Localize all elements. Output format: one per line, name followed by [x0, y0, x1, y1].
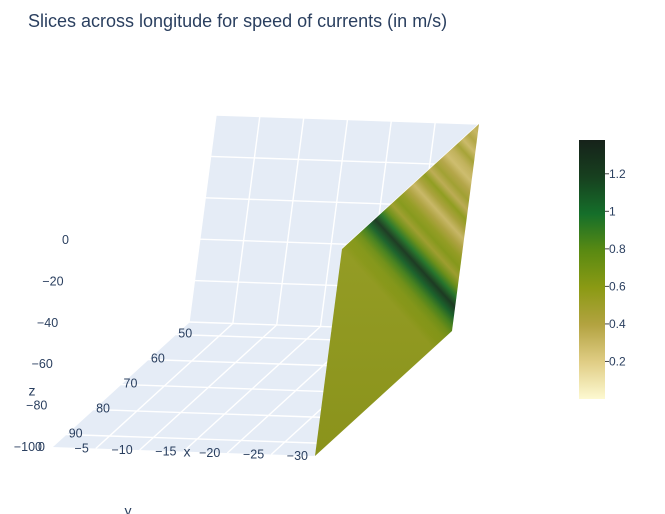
- tick-label: −25: [243, 448, 264, 462]
- y-axis-title: y: [125, 503, 132, 514]
- tick-label: −10: [111, 443, 132, 457]
- tick-label: 70: [124, 377, 138, 391]
- tick-label: 80: [96, 402, 110, 416]
- tick-label: −30: [287, 449, 308, 463]
- tick-label: 50: [178, 327, 192, 341]
- colorbar: 0.2 0.4 0.6 0.8 1 1.2: [579, 140, 626, 399]
- tick-label: −80: [26, 399, 47, 413]
- grid-line-y: [139, 324, 278, 451]
- grid-line-y: [232, 116, 261, 324]
- grid-line-y: [319, 119, 349, 327]
- colorbar-gradient: [579, 140, 605, 399]
- colorbar-tick-label: 0.8: [609, 242, 626, 256]
- colorbar-tick-label: 1: [609, 204, 616, 218]
- slice-surface-group[interactable]: [315, 124, 479, 456]
- tick-label: −20: [42, 274, 63, 288]
- chart-title: Slices across longitude for speed of cur…: [28, 11, 448, 31]
- tick-label: 90: [69, 427, 83, 441]
- x-axis-title: x: [184, 444, 191, 460]
- grid-line-y: [188, 114, 217, 323]
- colorbar-tick-label: 0.2: [609, 355, 626, 369]
- grid-line-y: [51, 321, 190, 448]
- tick-label: −40: [37, 316, 58, 330]
- tick-label: 0: [62, 233, 69, 247]
- z-axis-title: z: [29, 383, 36, 399]
- grid-line-z: [215, 114, 480, 125]
- tick-label: −15: [155, 445, 176, 459]
- tick-label: 0: [38, 440, 45, 454]
- grid-line-y: [183, 325, 321, 453]
- grid-line-y: [276, 117, 305, 326]
- tick-label: −60: [32, 357, 53, 371]
- tick-label: 60: [151, 352, 165, 366]
- slice-shading: [315, 124, 479, 456]
- grid-line-z: [210, 155, 474, 167]
- colorbar-tick-label: 1.2: [609, 167, 626, 181]
- grid-line-y: [95, 322, 234, 450]
- colorbar-tick-label: 0.6: [609, 279, 626, 293]
- colorbar-tick-label: 0.4: [609, 317, 626, 331]
- tick-labels: 50 60 70 80 90 −30 −25 −20 −15 −10 −5 0 0 −20 −40 −60 −8…: [14, 233, 308, 463]
- tick-label: −100: [14, 440, 42, 454]
- tick-label: −5: [75, 442, 89, 456]
- tick-label: −20: [199, 446, 220, 460]
